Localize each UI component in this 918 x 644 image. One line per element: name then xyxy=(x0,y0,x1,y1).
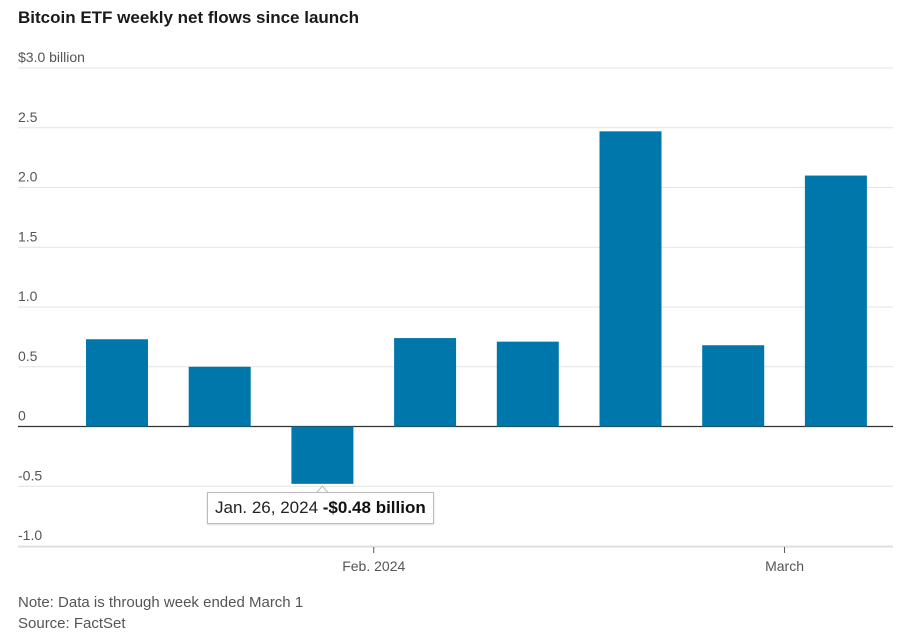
bar[interactable] xyxy=(291,426,354,484)
bar[interactable] xyxy=(599,131,662,427)
y-tick-label: 2.0 xyxy=(18,169,38,185)
x-axis: Feb. 2024 March xyxy=(18,546,893,574)
chart-footer: Note: Data is through week ended March 1… xyxy=(18,592,303,634)
x-tick-label: March xyxy=(765,558,804,574)
bars xyxy=(86,131,867,494)
y-tick-label: -0.5 xyxy=(18,467,42,483)
chart-note: Note: Data is through week ended March 1 xyxy=(18,594,304,611)
chart-source: Source: FactSet xyxy=(18,615,126,632)
y-tick-label: 0 xyxy=(18,408,26,424)
y-tick-label: 1.5 xyxy=(18,228,38,244)
y-tick-label: -1.0 xyxy=(18,527,42,543)
bar[interactable] xyxy=(702,345,765,427)
bar[interactable] xyxy=(804,175,867,427)
tooltip-value: -$0.48 billion xyxy=(322,498,426,517)
bar[interactable] xyxy=(188,366,251,427)
bar[interactable] xyxy=(86,339,148,427)
bar-tooltip: Jan. 26, 2024 -$0.48 billion xyxy=(207,492,434,524)
bar[interactable] xyxy=(394,338,457,427)
y-tick-label: 1.0 xyxy=(18,288,38,304)
y-tick-label: 0.5 xyxy=(18,348,38,364)
gridlines: $3.0 billion 2.5 2.0 1.5 1.0 0.5 0 -0.5 -1.0 xyxy=(18,49,893,547)
bar[interactable] xyxy=(496,341,559,427)
x-tick-label: Feb. 2024 xyxy=(342,558,405,574)
y-tick-label: 2.5 xyxy=(18,109,38,125)
y-tick-label: $3.0 billion xyxy=(18,49,85,65)
bar-chart: $3.0 billion 2.5 2.0 1.5 1.0 0.5 0 -0.5 -1.0 Feb… xyxy=(18,49,893,574)
chart-title: Bitcoin ETF weekly net flows since launc… xyxy=(18,8,360,27)
tooltip-date: Jan. 26, 2024 xyxy=(215,498,319,517)
